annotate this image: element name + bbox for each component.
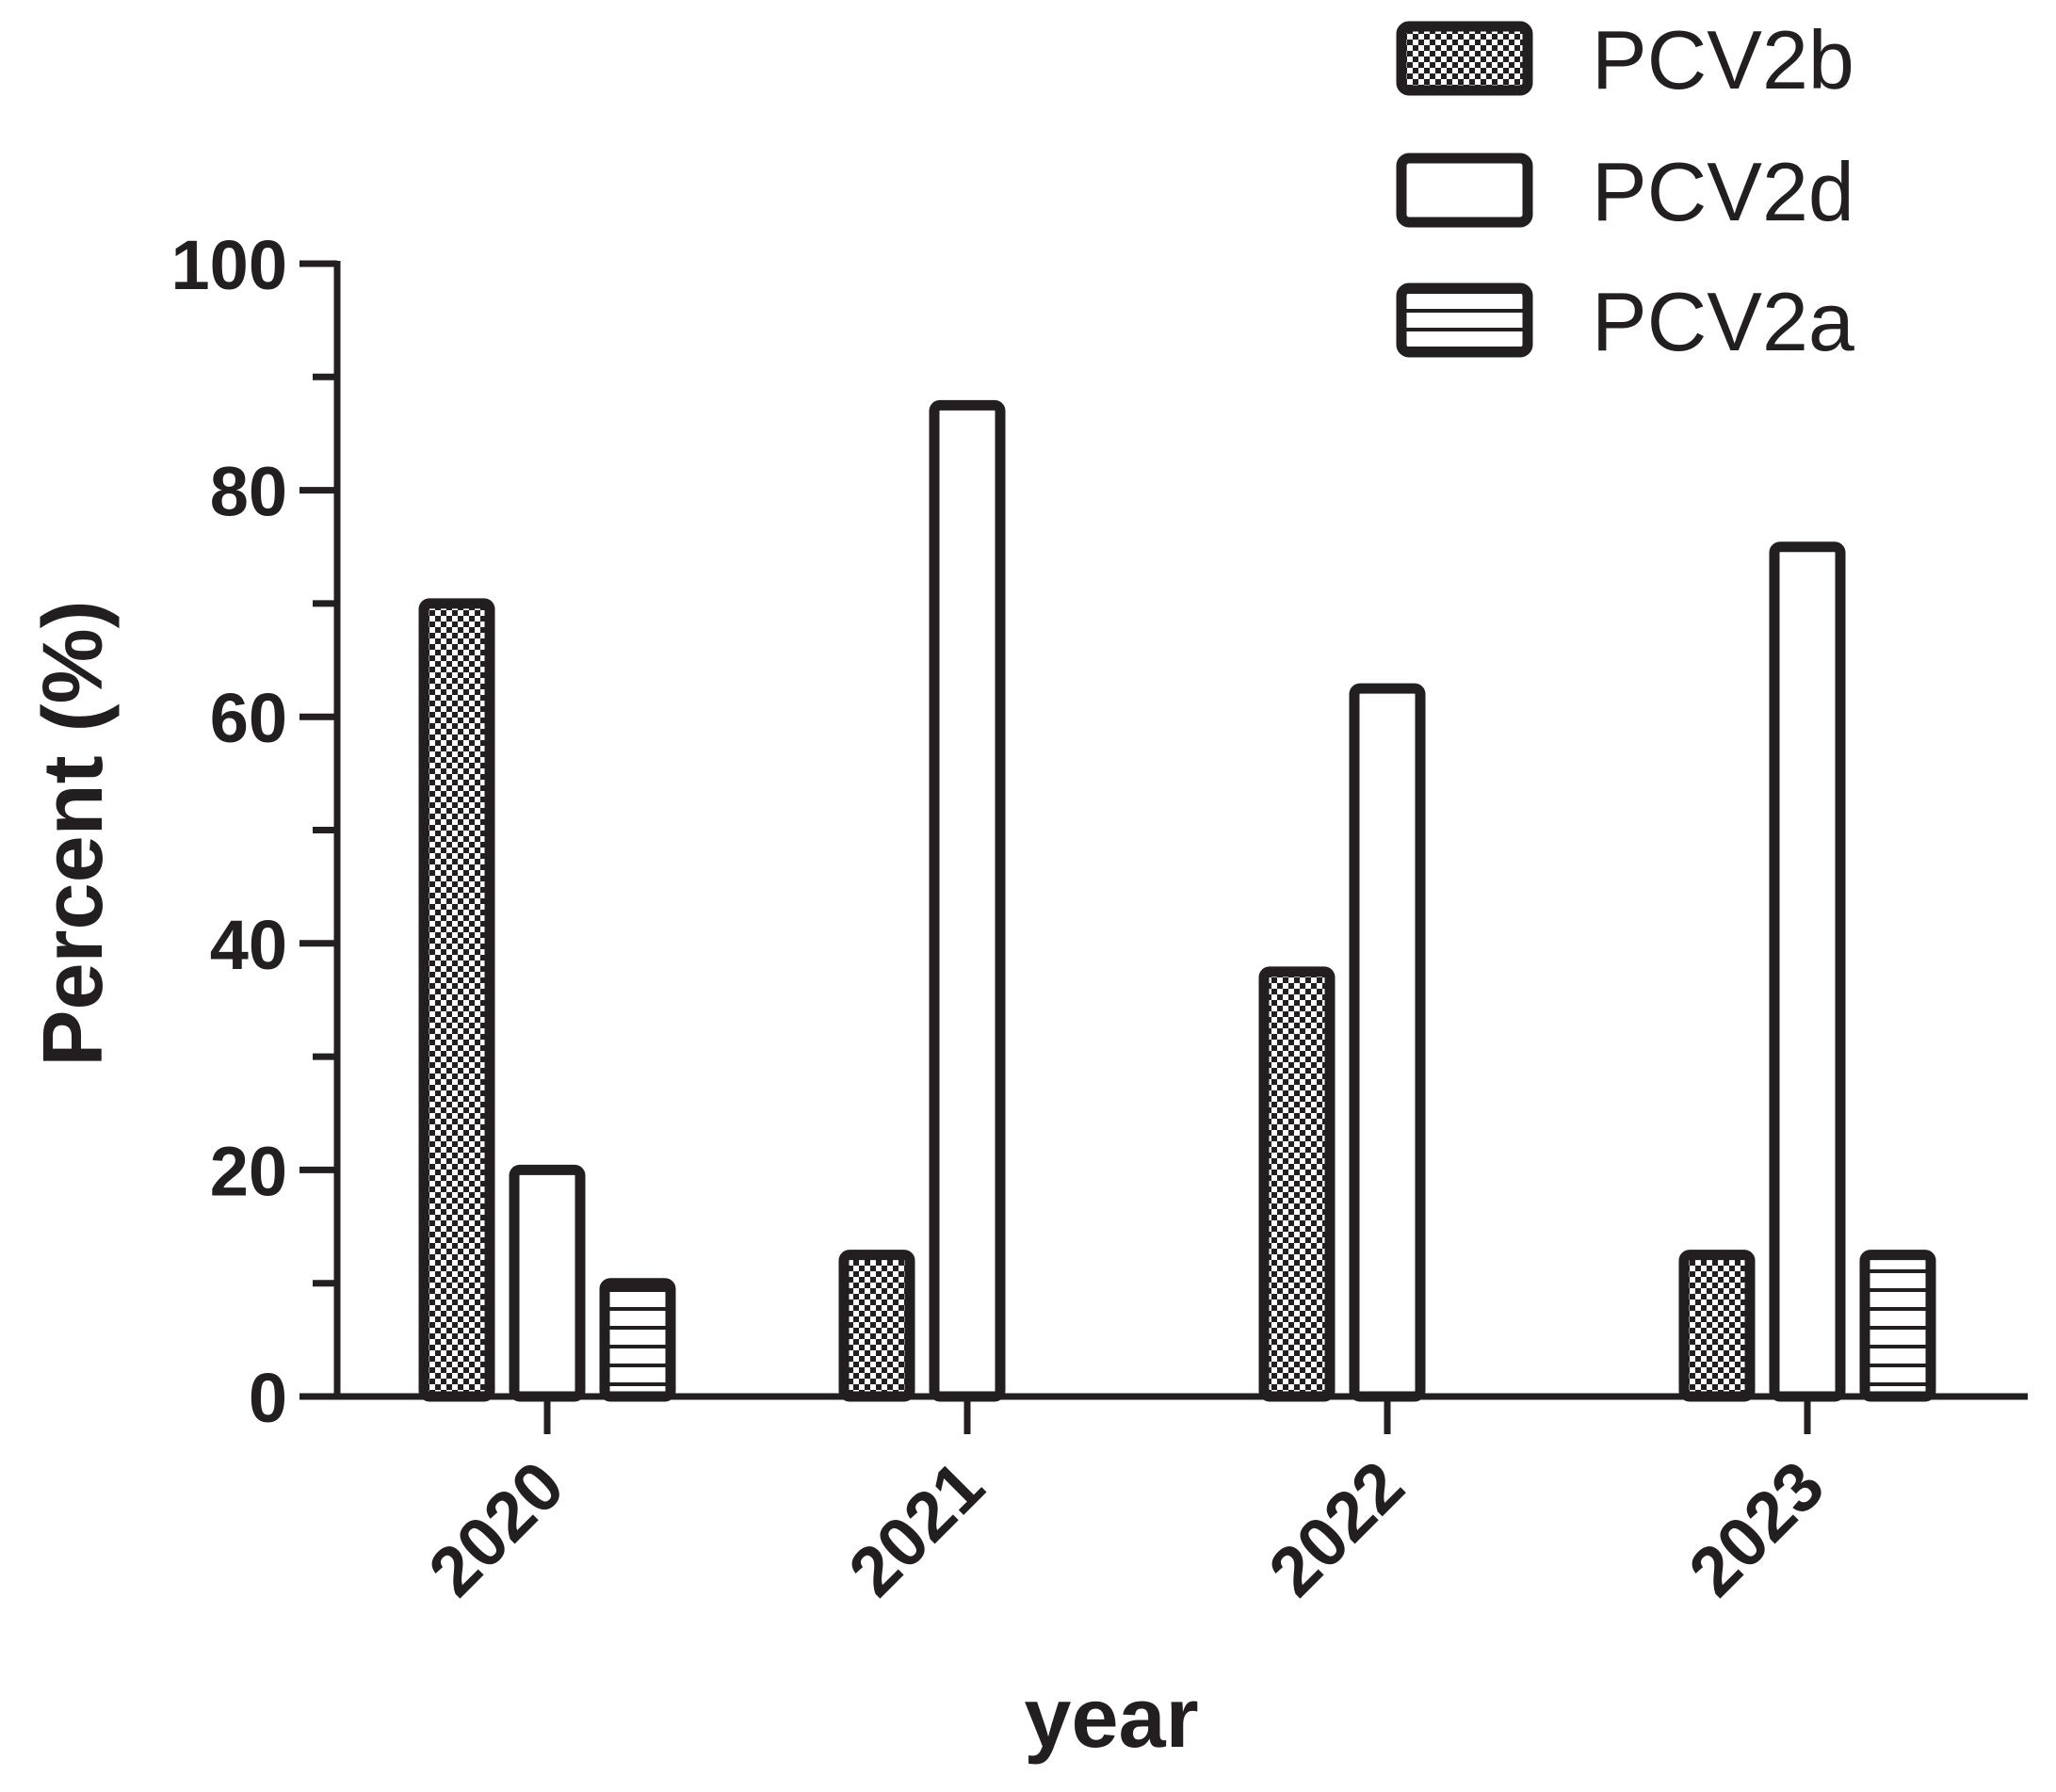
bar-pcv2a-2020: [599, 1278, 676, 1402]
bar-pcv2d-2022: [1349, 683, 1426, 1402]
x-axis-title: year: [1024, 1671, 1198, 1766]
y-tick-label-80: 80: [210, 453, 287, 531]
legend-label-pcv2a: PCV2a: [1592, 275, 1854, 368]
y-axis-title: Percent (%): [26, 600, 121, 1066]
legend-swatch-pcv2d: [1396, 153, 1533, 228]
bars: [418, 399, 1936, 1402]
x-tick-label-2020: 2020: [413, 1446, 578, 1611]
y-tick-label-60: 60: [210, 679, 287, 757]
y-tick-label-20: 20: [210, 1132, 287, 1210]
x-tick-label-2021: 2021: [834, 1446, 998, 1611]
bar-pcv2a-2023: [1859, 1250, 1936, 1402]
bar-pcv2b-2020: [418, 598, 495, 1402]
y-tick-label-100: 100: [171, 226, 287, 304]
legend-swatch-pcv2a: [1396, 283, 1533, 358]
legend: PCV2b PCV2d PCV2a: [1396, 13, 1854, 368]
bar-pcv2d-2020: [509, 1164, 586, 1402]
legend-label-pcv2b: PCV2b: [1592, 13, 1854, 106]
bar-pcv2b-2023: [1678, 1250, 1756, 1402]
legend-label-pcv2d: PCV2d: [1592, 145, 1854, 238]
bar-pcv2d-2021: [929, 399, 1006, 1402]
y-tick-label-40: 40: [210, 906, 287, 984]
axes: [299, 260, 2028, 1434]
legend-swatch-pcv2b: [1396, 21, 1533, 96]
x-tick-label-2022: 2022: [1254, 1446, 1418, 1611]
bar-pcv2b-2022: [1258, 966, 1336, 1402]
x-tick-label-2023: 2023: [1674, 1446, 1838, 1611]
bar-pcv2d-2023: [1769, 541, 1846, 1402]
y-tick-label-0: 0: [249, 1359, 287, 1437]
bar-pcv2b-2021: [838, 1250, 915, 1402]
